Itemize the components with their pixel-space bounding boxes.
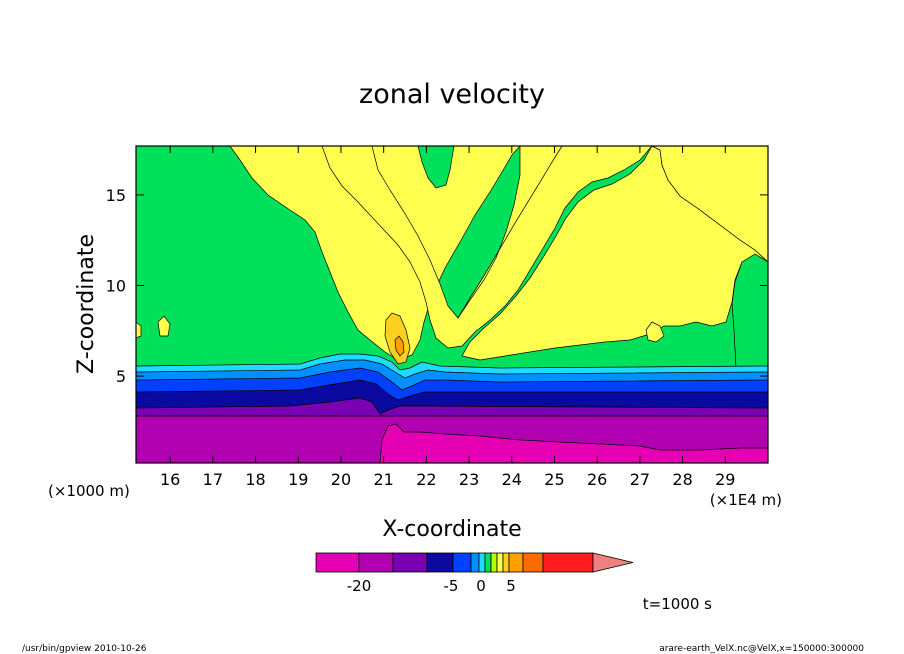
x-tick-label: 16 bbox=[160, 470, 180, 489]
footer-left: /usr/bin/gpview 2010-10-26 bbox=[22, 644, 147, 654]
colorbar-segment bbox=[502, 552, 510, 573]
x-tick-label: 20 bbox=[331, 470, 351, 489]
x-tick-label: 28 bbox=[672, 470, 692, 489]
y-axis: 5 10 15 bbox=[106, 186, 768, 386]
x-tick-label: 23 bbox=[459, 470, 479, 489]
colorbar-tick-label: 5 bbox=[506, 577, 516, 595]
colorbar-segment bbox=[490, 552, 498, 573]
colorbar bbox=[315, 552, 634, 573]
x-tick-label: 19 bbox=[288, 470, 308, 489]
colorbar-segment bbox=[522, 552, 544, 573]
x-tick-label: 27 bbox=[630, 470, 650, 489]
colorbar-segment bbox=[542, 552, 594, 573]
plot-frame bbox=[135, 145, 769, 464]
x-tick-label: 26 bbox=[587, 470, 607, 489]
contour-band-green bbox=[417, 146, 455, 189]
colorbar-segment bbox=[508, 552, 524, 573]
colorbar-segment bbox=[315, 552, 360, 573]
footer-right: arare-earth_VelX.nc@VelX,x=150000:300000 bbox=[659, 644, 864, 654]
x-tick-label: 25 bbox=[544, 470, 564, 489]
colorbar-segment bbox=[358, 552, 394, 573]
y-tick-label: 10 bbox=[106, 276, 126, 295]
y-tick-label: 5 bbox=[116, 367, 126, 386]
contour-band-yellow bbox=[229, 146, 521, 361]
y-axis-label: Z-coordinate bbox=[74, 234, 99, 374]
x-axis-label: X-coordinate bbox=[382, 517, 521, 542]
colorbar-segment bbox=[470, 552, 480, 573]
colorbar-segment bbox=[452, 552, 472, 573]
colorbar-segment bbox=[496, 552, 504, 573]
colorbar-ticks: -20 -5 0 5 bbox=[347, 577, 516, 595]
colorbar-tick-label: -20 bbox=[347, 577, 372, 595]
contour-band-yellow bbox=[651, 146, 768, 263]
colorbar-segment bbox=[392, 552, 428, 573]
contour-band-yellow bbox=[645, 321, 665, 343]
x-axis: 16 17 18 19 20 21 22 23 24 25 26 27 28 29 bbox=[160, 146, 735, 489]
colorbar-segment bbox=[426, 552, 454, 573]
contour-band-magenta bbox=[379, 423, 768, 463]
x-tick-label: 17 bbox=[203, 470, 223, 489]
contour-band-yellow bbox=[321, 146, 653, 349]
x-unit-left: (×1000 m) bbox=[48, 482, 130, 500]
y-tick-label: 15 bbox=[106, 186, 126, 205]
x-tick-label: 21 bbox=[373, 470, 393, 489]
colorbar-segment bbox=[478, 552, 486, 573]
contour-band-darkorange bbox=[394, 335, 405, 357]
chart-title: zonal velocity bbox=[359, 79, 545, 110]
plot-area bbox=[136, 146, 768, 463]
x-tick-label: 18 bbox=[245, 470, 265, 489]
x-tick-label: 24 bbox=[502, 470, 522, 489]
x-tick-label: 29 bbox=[715, 470, 735, 489]
colorbar-segment bbox=[484, 552, 492, 573]
x-tick-label: 22 bbox=[416, 470, 436, 489]
contour-band-green bbox=[731, 253, 768, 369]
contour-band-yellow bbox=[157, 315, 171, 337]
x-unit-right: (×1E4 m) bbox=[710, 491, 782, 509]
colorbar-tick-label: 0 bbox=[476, 577, 486, 595]
colorbar-tick-label: -5 bbox=[444, 577, 459, 595]
colorbar-arrow bbox=[592, 552, 634, 573]
time-label: t=1000 s bbox=[643, 595, 712, 613]
contour-band-yellow bbox=[136, 321, 142, 339]
contour-band-yellow bbox=[457, 146, 563, 319]
